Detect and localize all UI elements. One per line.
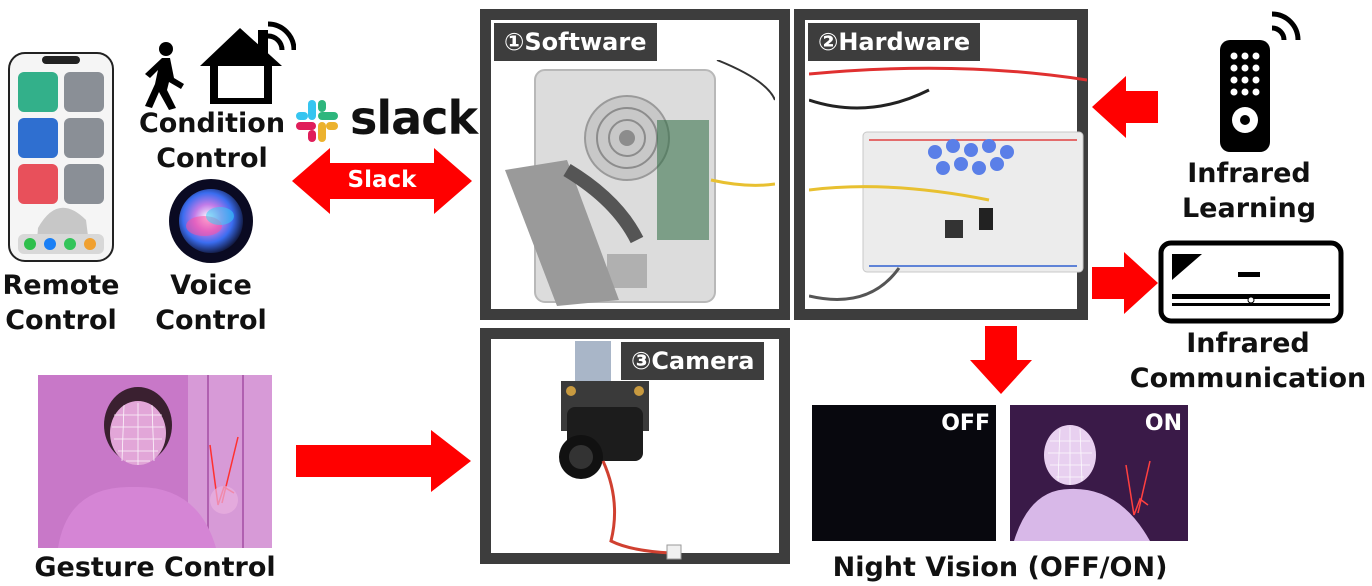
breadboard-photo [809,60,1087,316]
gesture-control-label: Gesture Control [34,552,276,583]
slack-arrow-label: Slack [347,167,417,193]
air-conditioner-icon [1158,240,1344,324]
infrared-communication-line1: Infrared [1186,328,1310,359]
infrared-learning-line1: Infrared [1187,158,1311,189]
slack-double-arrow [292,148,472,214]
infrared-communication-label: Infrared Communication [1126,326,1370,396]
software-panel: ①Software [480,9,790,320]
gesture-to-camera-arrow [296,430,471,492]
night-vision-off-photo: OFF [812,405,996,541]
condition-control-line2: Control [156,143,268,174]
camera-module-photo [531,341,751,563]
hardware-panel-title: ②Hardware [808,23,981,61]
night-vision-on-label: ON [1144,411,1182,436]
remote-to-hardware-arrow [1092,76,1158,138]
night-vision-off-label: OFF [941,411,990,436]
siri-icon [168,178,254,264]
infrared-learning-label: Infrared Learning [1168,156,1330,226]
camera-panel: ③Camera [480,328,790,564]
slack-wordmark: slack [350,91,478,145]
home-wifi-icon [196,14,296,106]
night-vision-on-photo: ON [1010,405,1188,541]
night-vision-label: Night Vision (OFF/ON) [832,552,1168,583]
ir-remote-icon [1208,2,1312,154]
infrared-communication-line2: Communication [1129,363,1367,394]
gesture-control-photo [38,375,272,548]
remote-control-label: Remote Control [0,268,122,338]
remote-control-line2: Control [5,305,117,336]
condition-control-label: Condition Control [128,106,296,176]
voice-control-line2: Control [155,305,267,336]
slack-icon [294,98,340,144]
raspberry-pi-photo [497,60,775,306]
voice-control-line1: Voice [170,270,252,301]
hardware-to-ac-arrow [1092,252,1158,314]
hardware-to-nightvision-arrow [970,326,1032,394]
hardware-panel: ②Hardware [794,9,1088,320]
infrared-learning-line2: Learning [1181,193,1317,224]
remote-control-line1: Remote [2,270,120,301]
software-panel-title: ①Software [494,23,657,61]
voice-control-label: Voice Control [140,268,282,338]
camera-panel-title: ③Camera [621,342,765,380]
condition-control-line1: Condition [138,108,286,139]
walking-person-icon [138,40,188,110]
phone-app-image [8,52,114,262]
